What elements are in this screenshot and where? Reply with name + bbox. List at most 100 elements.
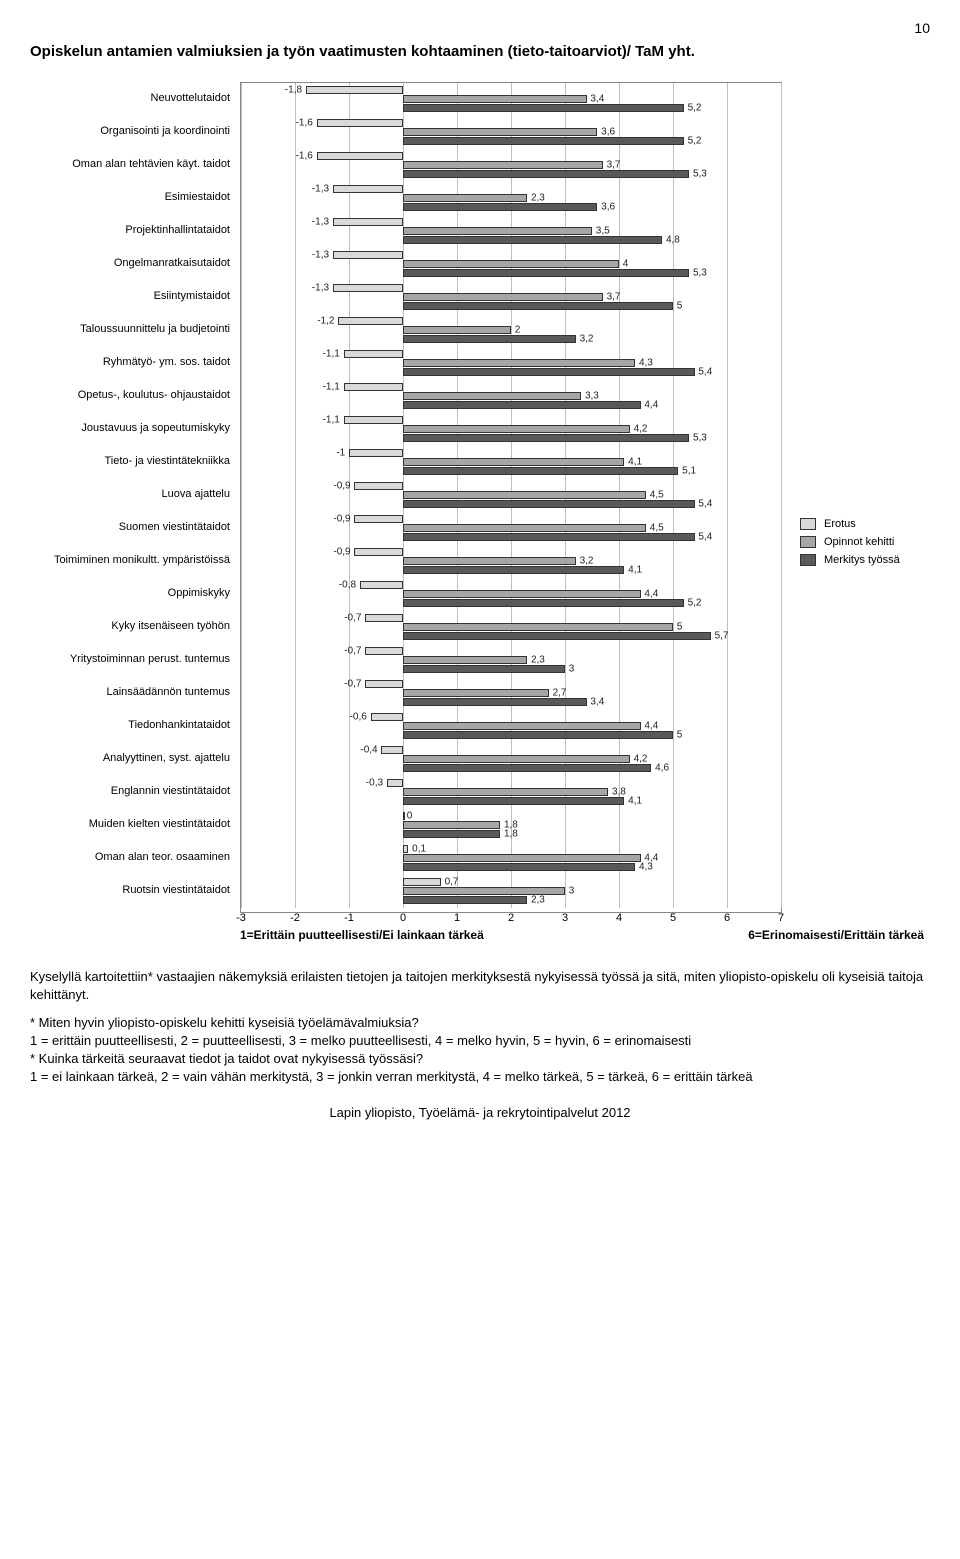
bar	[365, 647, 403, 655]
bar-value-label: 4,6	[655, 762, 669, 773]
body-q2-heading: * Kuinka tärkeitä seuraavat tiedot ja ta…	[30, 1051, 423, 1066]
bar-value-label: 3,2	[580, 555, 594, 566]
category-label: Ongelmanratkaisutaidot	[30, 247, 230, 280]
bar-value-label: 3	[569, 663, 575, 674]
bar-value-label: 3,5	[596, 225, 610, 236]
bar-value-label: 5,2	[688, 597, 702, 608]
chart-row: -1,223,2	[241, 314, 781, 347]
axis-caption: 1=Erittäin puutteellisesti/Ei lainkaan t…	[30, 928, 930, 942]
bar	[403, 632, 711, 640]
category-label: Analyyttinen, syst. ajattelu	[30, 742, 230, 775]
bar-value-label: 4,3	[639, 861, 653, 872]
bar-value-label: 3,6	[601, 126, 615, 137]
category-label: Yritystoiminnan perust. tuntemus	[30, 643, 230, 676]
bar	[403, 500, 695, 508]
bar	[403, 128, 597, 136]
bar	[403, 335, 576, 343]
bar-value-label: 5,2	[688, 135, 702, 146]
bar	[333, 218, 403, 226]
bar-value-label: 4,3	[639, 357, 653, 368]
page-number: 10	[30, 20, 930, 36]
bar-value-label: -0,7	[344, 645, 361, 656]
bar	[403, 863, 635, 871]
bar	[403, 830, 500, 838]
chart-row: -1,14,35,4	[241, 347, 781, 380]
legend-swatch	[800, 518, 816, 530]
category-label: Tiedonhankintataidot	[30, 709, 230, 742]
bar	[403, 566, 624, 574]
bar	[403, 764, 651, 772]
bar-value-label: 4,2	[634, 423, 648, 434]
body-paragraph-1: Kyselyllä kartoitettiin* vastaajien näke…	[30, 968, 930, 1004]
category-label: Joustavuus ja sopeutumiskyky	[30, 412, 230, 445]
bar	[403, 755, 630, 763]
bar	[403, 557, 576, 565]
bar-value-label: 4,5	[650, 489, 664, 500]
chart-row: -0,84,45,2	[241, 578, 781, 611]
bar	[403, 203, 597, 211]
bar-value-label: 5	[677, 300, 683, 311]
bar-value-label: 4,2	[634, 753, 648, 764]
bar-value-label: 3,4	[590, 696, 604, 707]
chart-row: 0,14,44,3	[241, 842, 781, 875]
category-label: Lainsäädännön tuntemus	[30, 676, 230, 709]
category-label: Luova ajattelu	[30, 478, 230, 511]
chart-row: 01,81,8	[241, 809, 781, 842]
bar-value-label: 3,2	[580, 333, 594, 344]
bar-value-label: 1,8	[504, 828, 518, 839]
category-label: Projektinhallintataidot	[30, 214, 230, 247]
bar-value-label: 4,4	[644, 399, 658, 410]
bar	[333, 284, 403, 292]
chart-row: -0,93,24,1	[241, 545, 781, 578]
bar	[403, 878, 441, 886]
bar-value-label: 3,7	[607, 159, 621, 170]
bar	[403, 491, 646, 499]
bar	[403, 845, 408, 853]
bar-value-label: 5,3	[693, 267, 707, 278]
bar-value-label: -0,6	[350, 711, 367, 722]
bar-value-label: -1,3	[312, 183, 329, 194]
bar	[403, 590, 641, 598]
bar	[403, 812, 405, 820]
bar-value-label: -1,3	[312, 216, 329, 227]
bar-value-label: 5,3	[693, 432, 707, 443]
chart-row: -0,94,55,4	[241, 512, 781, 545]
x-axis: -3-2-101234567	[241, 908, 781, 912]
bar	[317, 152, 403, 160]
legend-item: Merkitys työssä	[800, 554, 930, 566]
legend-item: Erotus	[800, 518, 930, 530]
bar	[354, 482, 403, 490]
bar	[403, 821, 500, 829]
bar-value-label: 2,3	[531, 192, 545, 203]
bar-value-label: 3	[569, 885, 575, 896]
legend-swatch	[800, 554, 816, 566]
bar	[403, 533, 695, 541]
bar-value-label: 5,3	[693, 168, 707, 179]
bar-value-label: 0,7	[445, 876, 459, 887]
bar	[403, 656, 527, 664]
legend-label: Erotus	[824, 518, 856, 530]
bar	[349, 449, 403, 457]
bar-value-label: -0,8	[339, 579, 356, 590]
bar-value-label: 4,5	[650, 522, 664, 533]
bar	[365, 614, 403, 622]
bar-value-label: -1,8	[285, 84, 302, 95]
page-title: Opiskelun antamien valmiuksien ja työn v…	[30, 42, 930, 62]
bar	[333, 251, 403, 259]
chart-row: -0,33,84,1	[241, 776, 781, 809]
chart-row: -1,32,33,6	[241, 182, 781, 215]
bar	[403, 599, 684, 607]
bar-value-label: 4,8	[666, 234, 680, 245]
bar-value-label: 4,1	[628, 456, 642, 467]
bar	[403, 293, 603, 301]
chart-row: -1,83,45,2	[241, 83, 781, 116]
bar-value-label: -1,6	[296, 117, 313, 128]
bar-value-label: -0,9	[333, 513, 350, 524]
bar-value-label: 2,3	[531, 654, 545, 665]
category-label: Neuvottelutaidot	[30, 82, 230, 115]
legend: ErotusOpinnot kehittiMerkitys työssä	[782, 82, 930, 572]
category-label: Oman alan teor. osaaminen	[30, 841, 230, 874]
body-q2-scale: 1 = ei lainkaan tärkeä, 2 = vain vähän m…	[30, 1069, 753, 1084]
bar-value-label: -1	[336, 447, 345, 458]
category-label: Ruotsin viestintätaidot	[30, 874, 230, 907]
